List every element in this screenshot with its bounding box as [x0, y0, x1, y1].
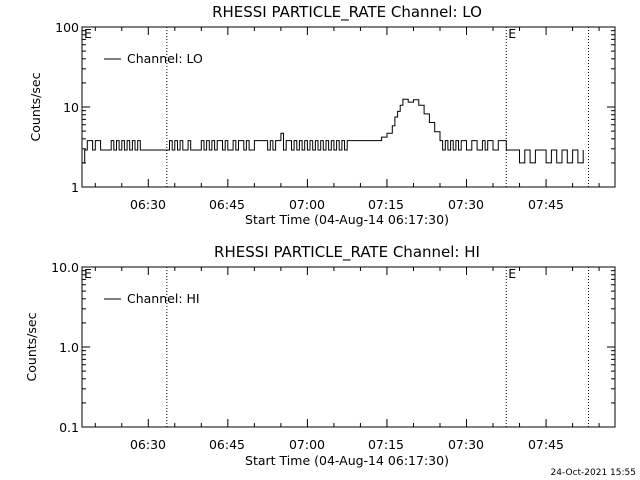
xtick-labels-lo: 06:30 06:45 07:00 07:15 07:30 07:45 — [130, 197, 564, 212]
xtick-label-lo-0730: 07:30 — [448, 197, 484, 212]
xtick-label-lo-0745: 07:45 — [528, 197, 564, 212]
y-ticks-hi — [82, 266, 615, 428]
xtick-label-lo-0630: 06:30 — [130, 197, 166, 212]
ytick-label-lo-10: 10 — [63, 100, 79, 115]
xtick-label-lo-0715: 07:15 — [368, 197, 404, 212]
marker-label-hi-1: E — [508, 266, 516, 281]
marker-label-lo-1: E — [508, 26, 516, 41]
xtick-labels-hi: 06:30 06:45 07:00 07:15 07:30 07:45 — [130, 437, 564, 452]
ytick-label-lo-100: 100 — [55, 20, 79, 35]
panel-hi: RHESSI PARTICLE_RATE Channel: HI E E 0.1… — [24, 243, 616, 468]
x-ticks-lo — [94, 27, 600, 187]
xtick-label-lo-0645: 06:45 — [209, 197, 245, 212]
footer-date: 24-Oct-2021 15:55 — [551, 468, 636, 478]
xtick-label-hi-0645: 06:45 — [209, 437, 245, 452]
xtick-label-hi-0700: 07:00 — [289, 437, 325, 452]
ytick-label-hi-0.1: 0.1 — [59, 420, 79, 435]
x-ticks-hi — [94, 267, 600, 427]
marker-lines-hi: E — [166, 266, 589, 427]
y-ticks-lo — [82, 26, 615, 188]
y-axis-label-lo: Counts/sec — [28, 72, 43, 141]
ytick-label-lo-1: 1 — [71, 180, 79, 195]
legend-label-hi: Channel: HI — [127, 291, 200, 306]
xtick-label-lo-0700: 07:00 — [289, 197, 325, 212]
chart-title-lo: RHESSI PARTICLE_RATE Channel: LO — [212, 3, 482, 22]
legend-label-lo: Channel: LO — [127, 51, 203, 66]
marker-lines-lo: E — [166, 26, 589, 187]
xtick-label-hi-0715: 07:15 — [368, 437, 404, 452]
x-axis-label-hi: Start Time (04-Aug-14 06:17:30) — [245, 453, 449, 468]
y-axis-label-hi: Counts/sec — [24, 312, 39, 381]
xtick-label-hi-0745: 07:45 — [528, 437, 564, 452]
x-axis-label-lo: Start Time (04-Aug-14 06:17:30) — [245, 212, 449, 227]
series-line-lo — [82, 98, 584, 164]
start-marker-label-hi: E — [84, 266, 92, 281]
start-marker-label-lo: E — [84, 26, 92, 41]
ytick-label-hi-1.0: 1.0 — [59, 340, 79, 355]
chart-title-hi: RHESSI PARTICLE_RATE Channel: HI — [214, 243, 480, 262]
xtick-label-hi-0730: 07:30 — [448, 437, 484, 452]
xtick-label-hi-0630: 06:30 — [130, 437, 166, 452]
panel-lo: RHESSI PARTICLE_RATE Channel: LO E E 1 1… — [28, 3, 616, 227]
ytick-label-hi-10.0: 10.0 — [51, 260, 79, 275]
